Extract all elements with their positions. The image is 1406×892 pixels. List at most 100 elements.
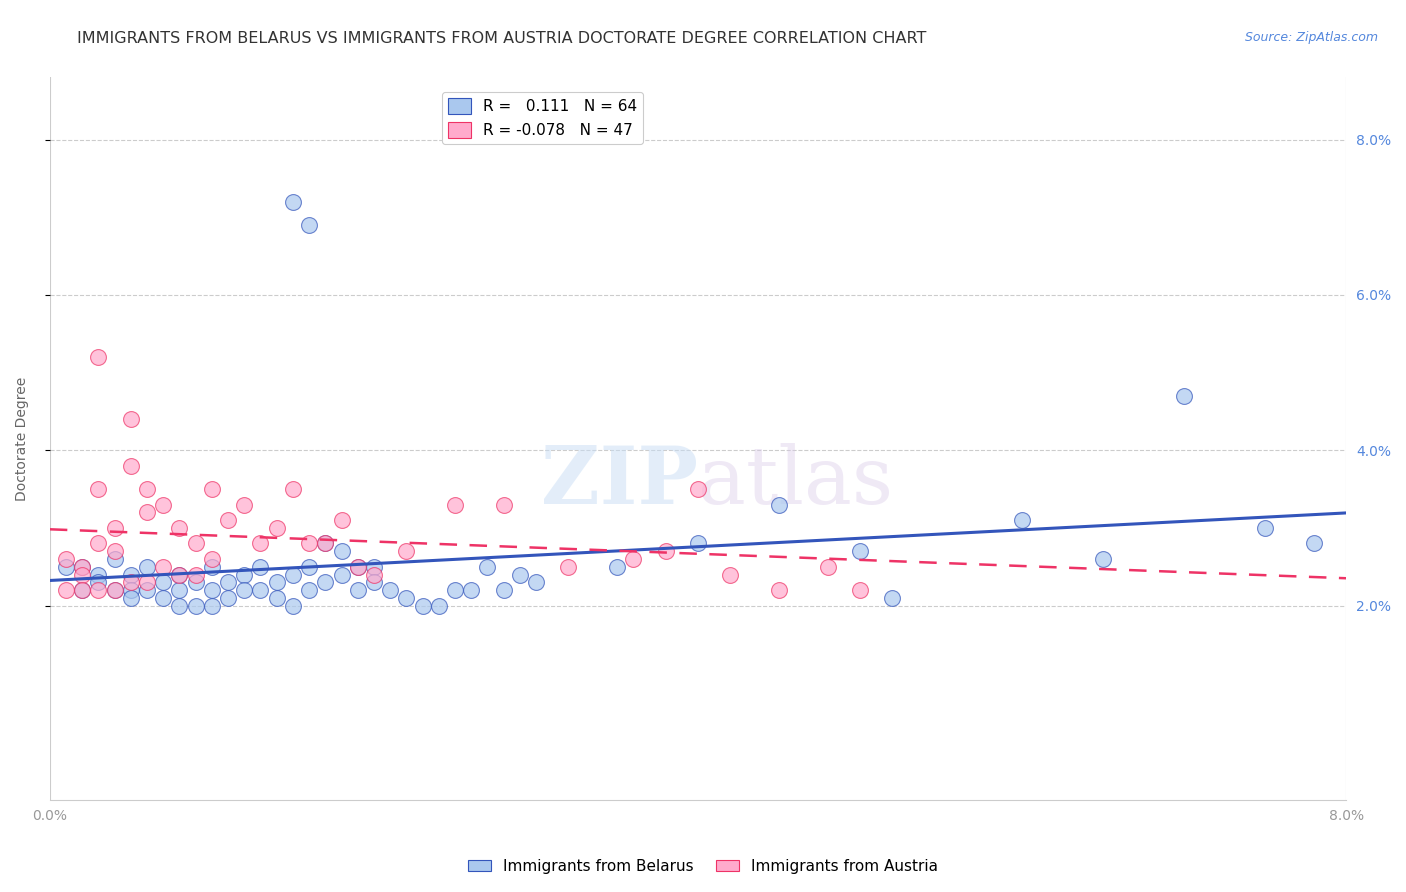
Point — [346, 559, 368, 574]
Point — [395, 591, 418, 605]
Point — [330, 567, 353, 582]
Point — [444, 582, 467, 597]
Point — [152, 591, 174, 605]
Point — [266, 575, 288, 590]
Point — [87, 350, 110, 364]
Point — [654, 544, 676, 558]
Point — [217, 513, 239, 527]
Text: Source: ZipAtlas.com: Source: ZipAtlas.com — [1244, 31, 1378, 45]
Point — [201, 552, 224, 566]
Point — [298, 559, 321, 574]
Point — [104, 582, 127, 597]
Point — [298, 582, 321, 597]
Point — [686, 536, 709, 550]
Point — [849, 544, 872, 558]
Point — [136, 559, 159, 574]
Point — [70, 582, 93, 597]
Point — [169, 521, 191, 535]
Point — [363, 575, 385, 590]
Point — [87, 482, 110, 496]
Point — [606, 559, 628, 574]
Y-axis label: Doctorate Degree: Doctorate Degree — [15, 376, 30, 500]
Point — [152, 575, 174, 590]
Point — [768, 498, 790, 512]
Point — [314, 536, 336, 550]
Point — [395, 544, 418, 558]
Point — [378, 582, 401, 597]
Point — [281, 567, 304, 582]
Point — [266, 521, 288, 535]
Point — [201, 599, 224, 613]
Point — [70, 559, 93, 574]
Point — [524, 575, 547, 590]
Point — [120, 582, 142, 597]
Point — [201, 582, 224, 597]
Text: atlas: atlas — [697, 443, 893, 521]
Point — [87, 536, 110, 550]
Legend: Immigrants from Belarus, Immigrants from Austria: Immigrants from Belarus, Immigrants from… — [461, 853, 945, 880]
Point — [120, 591, 142, 605]
Point — [120, 412, 142, 426]
Point — [477, 559, 499, 574]
Point — [427, 599, 450, 613]
Point — [104, 552, 127, 566]
Point — [1092, 552, 1115, 566]
Point — [509, 567, 531, 582]
Point — [184, 536, 207, 550]
Point — [557, 559, 579, 574]
Point — [55, 552, 77, 566]
Point — [233, 498, 256, 512]
Point — [281, 599, 304, 613]
Point — [363, 559, 385, 574]
Point — [363, 567, 385, 582]
Point — [201, 482, 224, 496]
Point — [169, 567, 191, 582]
Point — [281, 482, 304, 496]
Point — [136, 505, 159, 519]
Point — [686, 482, 709, 496]
Point — [346, 582, 368, 597]
Point — [136, 575, 159, 590]
Point — [169, 567, 191, 582]
Point — [298, 536, 321, 550]
Point — [70, 559, 93, 574]
Point — [152, 559, 174, 574]
Point — [1302, 536, 1324, 550]
Point — [849, 582, 872, 597]
Point — [330, 544, 353, 558]
Text: ZIP: ZIP — [541, 443, 697, 521]
Point — [104, 544, 127, 558]
Point — [330, 513, 353, 527]
Point — [492, 498, 515, 512]
Point — [1254, 521, 1277, 535]
Point — [768, 582, 790, 597]
Point — [70, 567, 93, 582]
Point — [492, 582, 515, 597]
Point — [169, 599, 191, 613]
Point — [621, 552, 644, 566]
Point — [1011, 513, 1033, 527]
Legend: R =   0.111   N = 64, R = -0.078   N = 47: R = 0.111 N = 64, R = -0.078 N = 47 — [441, 92, 643, 145]
Point — [233, 567, 256, 582]
Point — [136, 482, 159, 496]
Point — [87, 575, 110, 590]
Point — [314, 575, 336, 590]
Point — [249, 536, 271, 550]
Point — [136, 582, 159, 597]
Point — [444, 498, 467, 512]
Point — [266, 591, 288, 605]
Point — [55, 559, 77, 574]
Point — [249, 582, 271, 597]
Point — [882, 591, 904, 605]
Point — [184, 575, 207, 590]
Point — [55, 582, 77, 597]
Point — [184, 599, 207, 613]
Point — [104, 521, 127, 535]
Point — [152, 498, 174, 512]
Text: IMMIGRANTS FROM BELARUS VS IMMIGRANTS FROM AUSTRIA DOCTORATE DEGREE CORRELATION : IMMIGRANTS FROM BELARUS VS IMMIGRANTS FR… — [77, 31, 927, 46]
Point — [169, 582, 191, 597]
Point — [817, 559, 839, 574]
Point — [217, 575, 239, 590]
Point — [412, 599, 434, 613]
Point — [217, 591, 239, 605]
